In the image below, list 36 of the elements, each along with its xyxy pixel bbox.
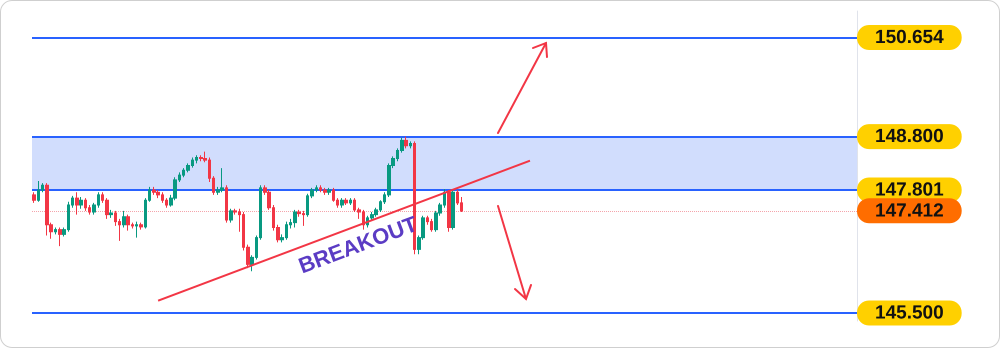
y-tick-label: 145.500 (875, 302, 944, 324)
candlestick (75, 192, 79, 216)
candlestick (84, 198, 87, 212)
candlestick (225, 184, 228, 224)
candlestick (349, 198, 352, 206)
candlestick (139, 222, 143, 230)
candlestick (45, 182, 49, 236)
y-tick-label: 148.800 (875, 126, 944, 148)
candlestick (447, 190, 451, 232)
candlestick (135, 221, 138, 238)
candlestick (32, 192, 36, 204)
candlestick (54, 226, 57, 235)
candlestick (323, 187, 327, 196)
candlestick (152, 186, 156, 196)
candlestick (229, 208, 233, 224)
candlestick (220, 168, 224, 193)
candlestick (430, 218, 433, 232)
candlestick (37, 180, 40, 202)
candlestick (404, 136, 408, 149)
candlestick (109, 209, 113, 218)
y-tick-label: 147.412 (875, 200, 944, 222)
candlestick (122, 210, 126, 228)
candlestick (340, 198, 344, 208)
candlestick (156, 190, 160, 199)
y-tick-label: 150.654 (875, 27, 944, 48)
candlestick (195, 154, 198, 164)
candlestick (344, 198, 348, 206)
candlestick (79, 196, 83, 210)
candlestick (451, 188, 455, 230)
candlestick (58, 226, 62, 247)
candlestick (409, 140, 412, 149)
candlestick (327, 187, 331, 196)
candlestick (199, 154, 203, 162)
candlestick (126, 214, 130, 232)
y-tick-label: 147.801 (875, 180, 944, 200)
candlestick (293, 209, 297, 228)
